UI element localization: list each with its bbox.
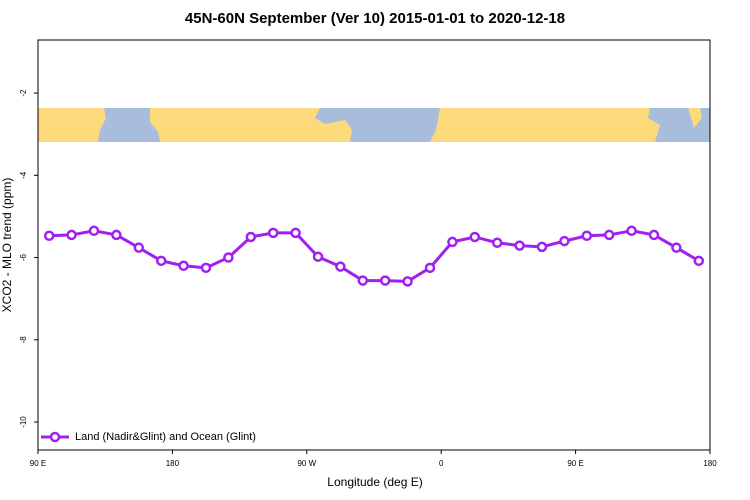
point [514,240,525,251]
y-tick-label: -4 [19,171,28,179]
point [491,237,503,248]
point [447,236,458,248]
point [357,275,369,286]
point [290,227,301,239]
point [111,229,122,241]
point [536,241,548,253]
y-axis-label: XCO2 - MLO trend (ppm) [0,178,14,313]
point [245,231,257,243]
point [267,227,279,239]
point [335,261,346,272]
x-axis-label: Longitude (deg E) [327,475,422,489]
point [693,255,705,267]
point [379,275,391,286]
plot-frame [37,39,711,451]
chart-title: 45N-60N September (Ver 10) 2015-01-01 to… [185,10,565,27]
legend-label: Land (Nadir&Glint) and Ocean (Glint) [75,431,256,443]
legend: Land (Nadir&Glint) and Ocean (Glint) [41,431,256,443]
series-line [49,229,700,283]
point [66,229,77,241]
point [43,230,55,241]
y-tick-label: -6 [19,253,28,261]
x-tick-label: 180 [703,459,717,468]
point [223,252,234,263]
point [133,242,145,253]
x-tick-label: 90 E [30,459,46,468]
point [200,262,212,274]
point [424,262,436,274]
x-tick-label: 0 [439,459,444,468]
point [603,229,615,241]
x-tick-label: 90 E [567,459,583,468]
point [581,230,593,241]
point [312,251,324,262]
point [155,255,167,267]
legend-marker [49,431,61,443]
point [626,225,637,237]
point [648,229,660,241]
point [559,235,570,247]
point [671,242,682,253]
y-tick-label: -2 [19,89,28,97]
map-band [38,108,710,142]
y-tick-label: -10 [19,416,28,428]
x-tick-label: 180 [166,459,180,468]
y-tick-label: -8 [19,336,28,344]
point [88,225,100,237]
point [402,276,413,287]
point [469,231,481,243]
point [178,260,189,272]
x-tick-label: 90 W [297,459,316,468]
